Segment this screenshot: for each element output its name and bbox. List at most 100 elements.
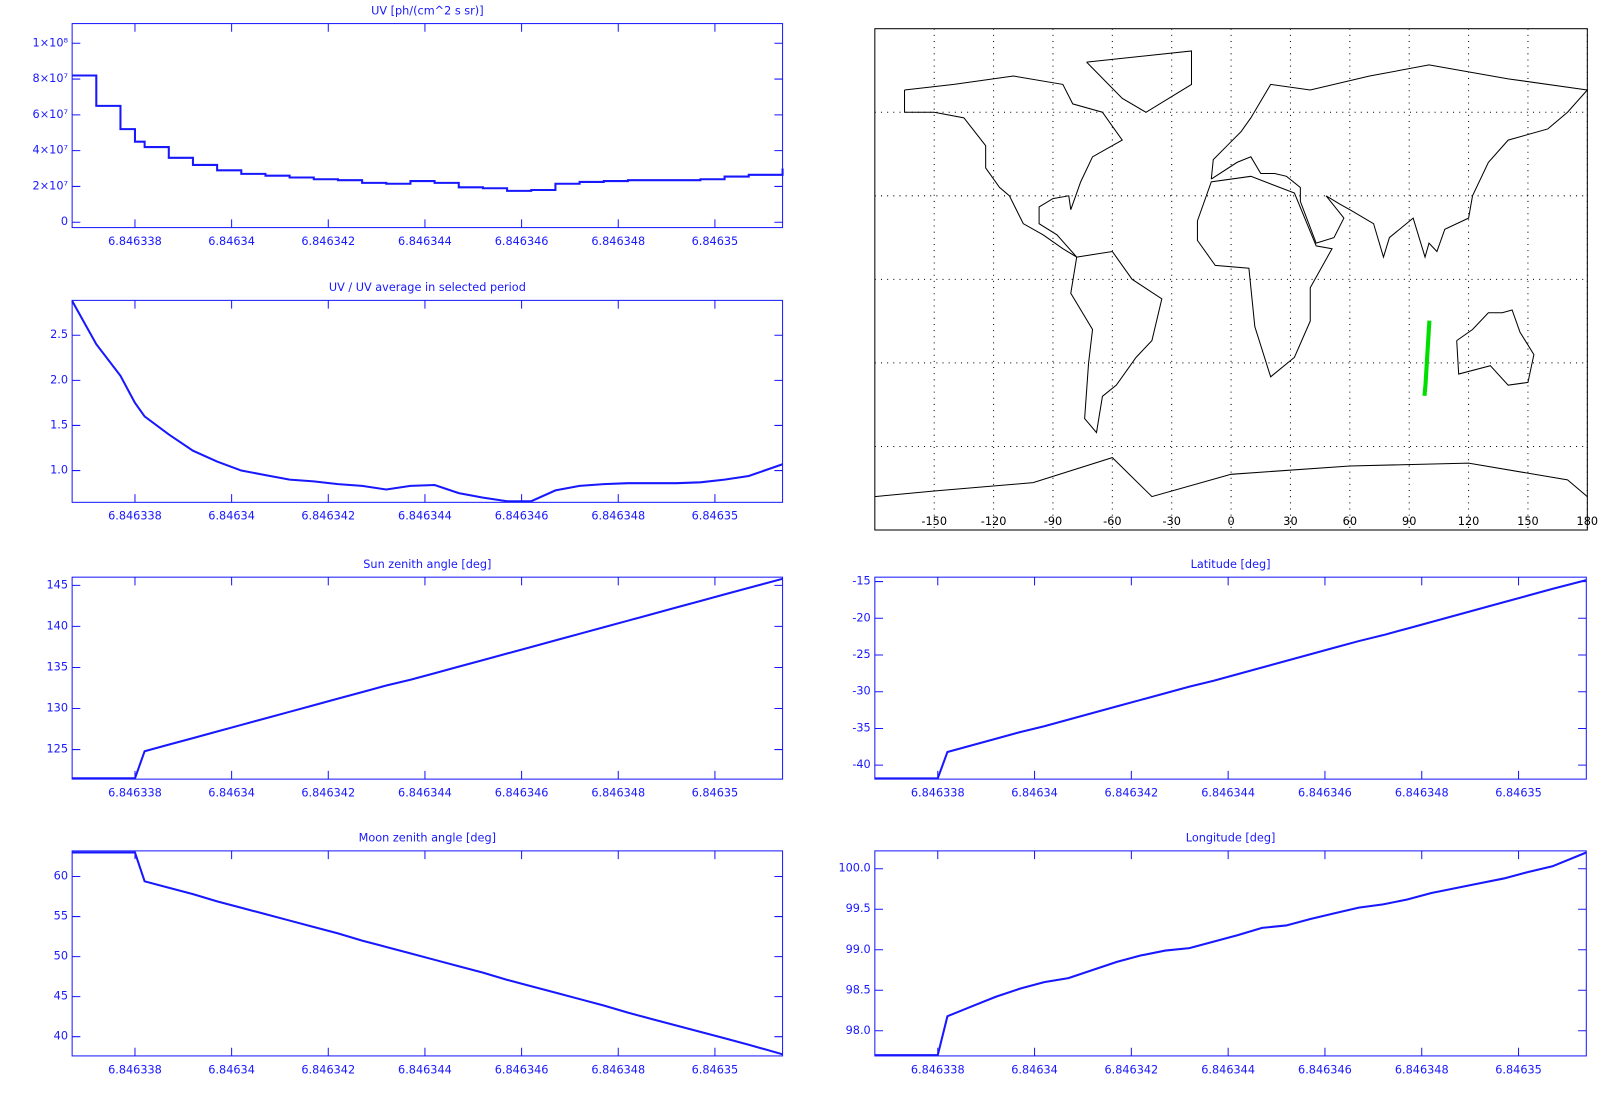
- y-tick-label: 1.0: [50, 464, 68, 477]
- y-tick-label: 2.0: [50, 373, 68, 386]
- x-tick-label: 30: [1283, 515, 1297, 528]
- y-tick-label: 140: [47, 619, 69, 632]
- x-tick-label: 6.846346: [495, 786, 549, 799]
- coastline: [1070, 250, 1163, 434]
- y-tick-label: 125: [47, 743, 69, 756]
- chart-title: UV / UV average in selected period: [329, 281, 526, 294]
- chart-title: Moon zenith angle [deg]: [359, 832, 496, 845]
- x-tick-label: 6.846348: [591, 1063, 645, 1076]
- x-tick-label: -30: [1163, 515, 1181, 528]
- y-tick-label: 130: [47, 702, 69, 715]
- y-tick-label: 40: [54, 1030, 68, 1043]
- x-tick-label: 6.846344: [1201, 1063, 1255, 1076]
- map-frame: [874, 28, 1588, 531]
- x-tick-label: 6.846348: [1395, 1063, 1449, 1076]
- x-tick-label: 6.846346: [495, 1063, 549, 1076]
- map-area: [874, 50, 1589, 498]
- y-tick-label: 6×10⁷: [33, 108, 68, 121]
- y-tick-label: 98.0: [846, 1024, 871, 1037]
- x-tick-label: 6.846344: [398, 786, 452, 799]
- y-tick-label: 50: [54, 950, 68, 963]
- x-tick-label: 6.84634: [208, 235, 255, 248]
- x-tick-label: 6.846344: [398, 510, 452, 523]
- x-tick-label: 120: [1458, 515, 1480, 528]
- coastline: [904, 75, 1123, 258]
- y-tick-label: 99.0: [846, 943, 871, 956]
- x-tick-label: 6.846346: [1298, 786, 1352, 799]
- y-tick-label: 0: [61, 215, 68, 228]
- x-tick-label: 6.846346: [1298, 1063, 1352, 1076]
- y-tick-label: -40: [852, 758, 870, 771]
- x-tick-label: -150: [921, 515, 947, 528]
- y-tick-label: 45: [54, 990, 68, 1003]
- y-tick-label: 135: [47, 660, 69, 673]
- coastline: [1456, 309, 1535, 386]
- x-tick-label: 60: [1343, 515, 1357, 528]
- plot-frame: [71, 23, 784, 229]
- coastline: [1086, 50, 1193, 113]
- x-tick-label: 6.846346: [495, 510, 549, 523]
- x-tick-label: 6.846348: [591, 786, 645, 799]
- y-tick-label: 99.5: [846, 902, 871, 915]
- data-line: [72, 851, 783, 1056]
- chart-title: UV [ph/(cm^2 s sr)]: [371, 4, 484, 17]
- x-tick-label: 6.84635: [1495, 1063, 1542, 1076]
- x-tick-label: 6.846342: [1104, 1063, 1158, 1076]
- x-tick-label: 6.84634: [1011, 1063, 1058, 1076]
- x-tick-label: 6.846342: [301, 786, 355, 799]
- y-tick-label: -30: [852, 685, 870, 698]
- plot-frame: [71, 299, 784, 503]
- x-tick-label: 6.846344: [398, 235, 452, 248]
- y-tick-label: 2.5: [50, 328, 68, 341]
- y-tick-label: 1×10⁸: [33, 36, 69, 49]
- x-tick-label: 6.846338: [108, 786, 162, 799]
- x-tick-label: 6.846348: [591, 235, 645, 248]
- y-tick-label: 8×10⁷: [33, 72, 68, 85]
- y-tick-label: 4×10⁷: [33, 144, 68, 157]
- y-tick-label: -25: [852, 648, 870, 661]
- y-tick-label: 145: [47, 578, 69, 591]
- x-tick-label: 6.84634: [208, 510, 255, 523]
- plot-frame: [71, 850, 784, 1057]
- x-tick-label: 6.84634: [208, 1063, 255, 1076]
- y-tick-label: -35: [852, 721, 870, 734]
- x-tick-label: 6.84634: [208, 786, 255, 799]
- chart-title: Longitude [deg]: [1186, 832, 1276, 845]
- x-tick-label: 90: [1402, 515, 1416, 528]
- y-tick-label: -20: [852, 611, 870, 624]
- chart-title: Latitude [deg]: [1191, 558, 1271, 571]
- data-line: [874, 579, 1587, 780]
- y-tick-label: 1.5: [50, 418, 68, 431]
- x-tick-label: 6.84635: [1495, 786, 1542, 799]
- x-tick-label: 6.84635: [692, 1063, 739, 1076]
- x-tick-label: 6.846338: [108, 1063, 162, 1076]
- plot-frame: [71, 576, 784, 780]
- x-tick-label: 6.846342: [1104, 786, 1158, 799]
- x-tick-label: 0: [1227, 515, 1234, 528]
- y-tick-label: 2×10⁷: [33, 179, 68, 192]
- x-tick-label: -60: [1103, 515, 1121, 528]
- x-tick-label: 6.846338: [911, 786, 965, 799]
- chart-title: Sun zenith angle [deg]: [363, 558, 491, 571]
- y-tick-label: 55: [54, 910, 68, 923]
- x-tick-label: 6.846342: [301, 1063, 355, 1076]
- y-tick-label: 60: [54, 870, 68, 883]
- x-tick-label: 6.846348: [1395, 786, 1449, 799]
- x-tick-label: 6.846342: [301, 510, 355, 523]
- plot-frame: [874, 576, 1587, 780]
- coastline: [1210, 64, 1589, 259]
- plot-frame: [874, 850, 1587, 1057]
- x-tick-label: 6.84635: [692, 786, 739, 799]
- data-line: [71, 300, 783, 503]
- x-tick-label: 6.846338: [108, 510, 162, 523]
- y-tick-label: 98.5: [846, 983, 871, 996]
- x-tick-label: 6.846348: [591, 510, 645, 523]
- x-tick-label: 6.846344: [1201, 786, 1255, 799]
- x-tick-label: -90: [1044, 515, 1062, 528]
- coastline: [874, 457, 1588, 498]
- data-line: [72, 74, 784, 192]
- x-tick-label: 6.846346: [495, 235, 549, 248]
- data-line: [72, 577, 783, 780]
- y-tick-label: -15: [852, 575, 870, 588]
